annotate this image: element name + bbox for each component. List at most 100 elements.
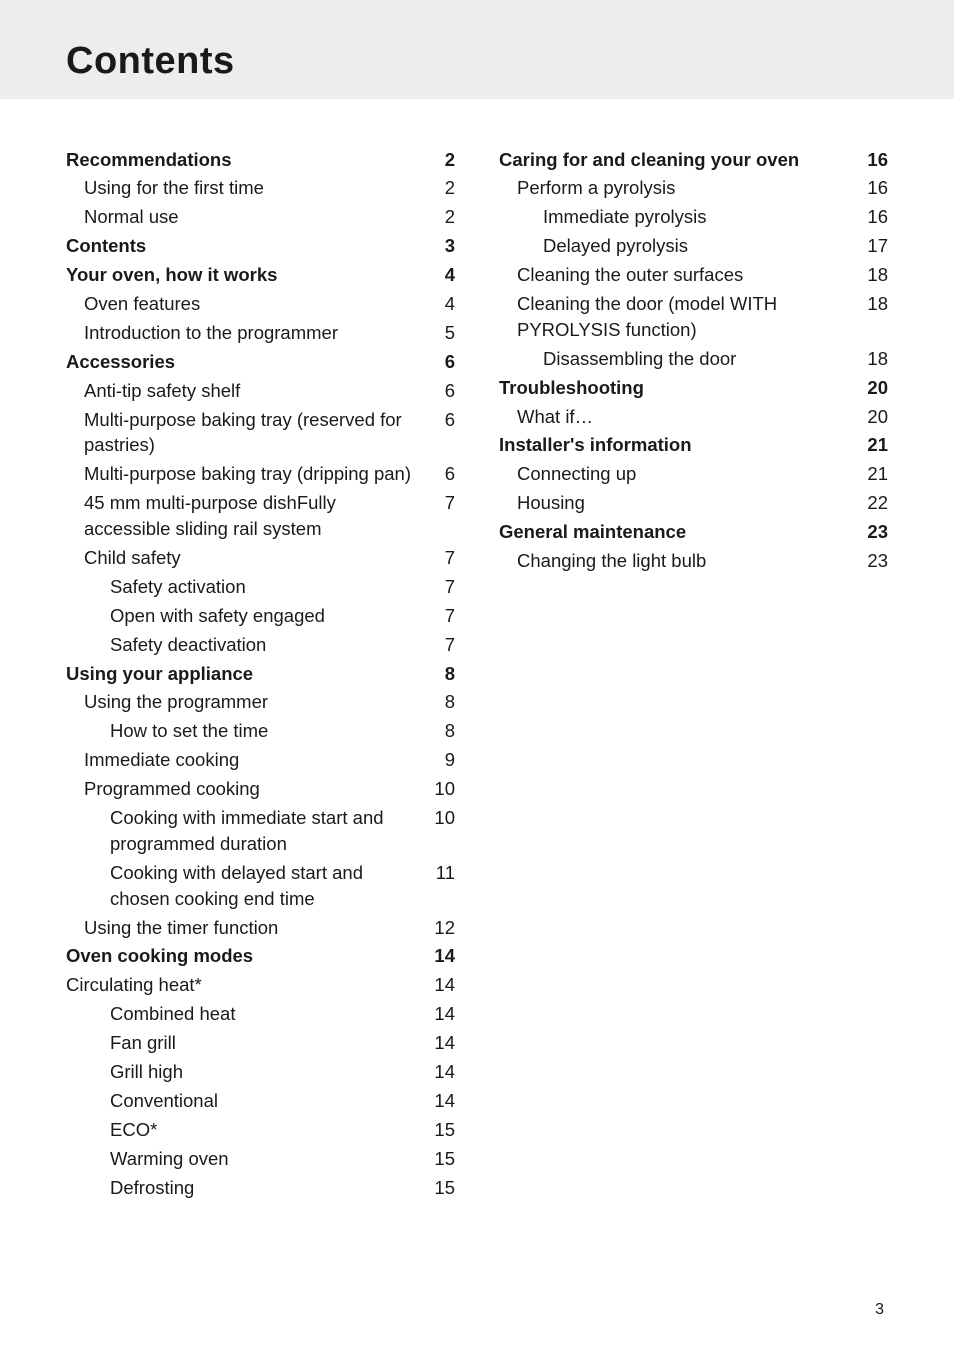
toc-label: Caring for and cleaning your oven	[499, 147, 858, 173]
toc-label: Circulating heat*	[66, 972, 425, 998]
toc-entry: Delayed pyrolysis17	[499, 232, 888, 261]
toc-entry: Programmed cooking10	[66, 775, 455, 804]
toc-label: Cooking with immediate start and program…	[66, 805, 425, 857]
toc-page-number: 10	[425, 805, 455, 831]
toc-entry: Contents3	[66, 232, 455, 261]
toc-entry: Troubleshooting20	[499, 373, 888, 402]
toc-page-number: 3	[425, 233, 455, 259]
toc-entry: General maintenance23	[499, 518, 888, 547]
toc-page-number: 23	[858, 519, 888, 545]
toc-label: Defrosting	[66, 1175, 425, 1201]
toc-label: Recommendations	[66, 147, 425, 173]
toc-label: What if…	[499, 404, 858, 430]
toc-entry: Disassembling the door18	[499, 344, 888, 373]
toc-right-column: Caring for and cleaning your oven16Perfo…	[499, 145, 888, 1202]
toc-entry: Safety deactivation7	[66, 630, 455, 659]
toc-label: Disassembling the door	[499, 346, 858, 372]
toc-label: Normal use	[66, 204, 425, 230]
toc-page-number: 8	[425, 718, 455, 744]
toc-label: Open with safety engaged	[66, 603, 425, 629]
toc-entry: Using your appliance8	[66, 659, 455, 688]
toc-page-number: 15	[425, 1146, 455, 1172]
toc-label: Grill high	[66, 1059, 425, 1085]
toc-entry: Grill high14	[66, 1058, 455, 1087]
toc-label: Oven features	[66, 291, 425, 317]
toc-entry: Connecting up21	[499, 460, 888, 489]
toc-label: Troubleshooting	[499, 375, 858, 401]
toc-label: Cleaning the door (model WITH PYROLYSIS …	[499, 291, 858, 343]
toc-page-number: 7	[425, 574, 455, 600]
toc-entry: Fan grill14	[66, 1029, 455, 1058]
toc-label: How to set the time	[66, 718, 425, 744]
toc-entry: Open with safety engaged7	[66, 601, 455, 630]
toc-page-number: 10	[425, 776, 455, 802]
toc-label: Your oven, how it works	[66, 262, 425, 288]
toc-page-number: 11	[425, 860, 455, 886]
toc-page-number: 5	[425, 320, 455, 346]
toc-label: Anti-tip safety shelf	[66, 378, 425, 404]
toc-page-number: 17	[858, 233, 888, 259]
toc-page-number: 6	[425, 378, 455, 404]
header-band: Contents	[0, 0, 954, 99]
toc-label: Using for the first time	[66, 175, 425, 201]
toc-entry: Caring for and cleaning your oven16	[499, 145, 888, 174]
toc-entry: Child safety7	[66, 543, 455, 572]
toc-label: Changing the light bulb	[499, 548, 858, 574]
toc-page-number: 7	[425, 490, 455, 516]
toc-entry: Oven cooking modes14	[66, 942, 455, 971]
toc-label: Programmed cooking	[66, 776, 425, 802]
toc-page-number: 6	[425, 461, 455, 487]
toc-page-number: 18	[858, 346, 888, 372]
toc-entry: Multi-purpose baking tray (dripping pan)…	[66, 460, 455, 489]
toc-page-number: 8	[425, 661, 455, 687]
toc-page-number: 14	[425, 1059, 455, 1085]
toc-entry: Conventional14	[66, 1086, 455, 1115]
toc-label: Safety activation	[66, 574, 425, 600]
toc-label: Connecting up	[499, 461, 858, 487]
toc-entry: Normal use2	[66, 203, 455, 232]
toc-page-number: 6	[425, 407, 455, 433]
toc-page-number: 16	[858, 147, 888, 173]
toc-page-number: 14	[425, 972, 455, 998]
toc-entry: Perform a pyrolysis16	[499, 174, 888, 203]
toc-page-number: 23	[858, 548, 888, 574]
toc-entry: Using the timer function12	[66, 913, 455, 942]
toc-page-number: 20	[858, 404, 888, 430]
toc-page-number: 16	[858, 175, 888, 201]
toc-label: ECO*	[66, 1117, 425, 1143]
toc-page-number: 14	[425, 1030, 455, 1056]
toc-label: Child safety	[66, 545, 425, 571]
toc-entry: Accessories6	[66, 347, 455, 376]
toc-label: Immediate pyrolysis	[499, 204, 858, 230]
toc-page-number: 4	[425, 262, 455, 288]
toc-entry: 45 mm multi-purpose dishFully accessible…	[66, 489, 455, 544]
toc-page-number: 15	[425, 1117, 455, 1143]
toc-label: Multi-purpose baking tray (reserved for …	[66, 407, 425, 459]
toc-entry: Immediate pyrolysis16	[499, 203, 888, 232]
toc-entry: Recommendations2	[66, 145, 455, 174]
toc-page-number: 7	[425, 632, 455, 658]
toc-page-number: 8	[425, 689, 455, 715]
toc-entry: Changing the light bulb23	[499, 546, 888, 575]
toc-entry: Multi-purpose baking tray (reserved for …	[66, 405, 455, 460]
toc-label: Cleaning the outer surfaces	[499, 262, 858, 288]
page-title: Contents	[66, 40, 954, 83]
toc-entry: Using the programmer8	[66, 688, 455, 717]
toc-page-number: 2	[425, 147, 455, 173]
toc-entry: Your oven, how it works4	[66, 261, 455, 290]
toc-page-number: 2	[425, 204, 455, 230]
toc-entry: Cooking with immediate start and program…	[66, 803, 455, 858]
toc-page-number: 7	[425, 545, 455, 571]
toc-entry: Installer's information21	[499, 431, 888, 460]
toc-entry: Circulating heat*14	[66, 971, 455, 1000]
toc-label: Safety deactivation	[66, 632, 425, 658]
toc-entry: Housing22	[499, 489, 888, 518]
toc-page-number: 6	[425, 349, 455, 375]
toc-page-number: 14	[425, 943, 455, 969]
toc-page-number: 14	[425, 1088, 455, 1114]
toc-label: Perform a pyrolysis	[499, 175, 858, 201]
toc-label: Cooking with delayed start and chosen co…	[66, 860, 425, 912]
toc-label: 45 mm multi-purpose dishFully accessible…	[66, 490, 425, 542]
toc-label: Oven cooking modes	[66, 943, 425, 969]
toc-entry: Cleaning the outer surfaces18	[499, 261, 888, 290]
